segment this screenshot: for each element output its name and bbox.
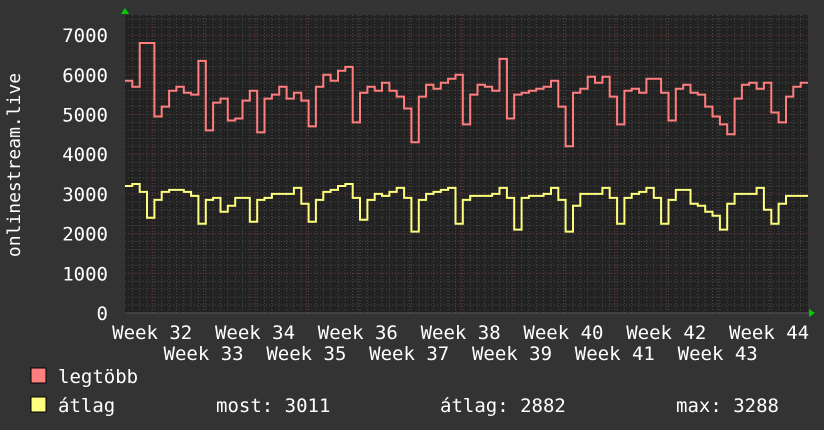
- legend-swatch-avg: [30, 396, 47, 413]
- legend-label-avg: átlag: [58, 395, 115, 417]
- y-tick-label: 6000: [62, 65, 108, 87]
- x-tick-label: Week 35: [266, 343, 346, 365]
- x-tick-label: Week 39: [472, 343, 552, 365]
- y-tick-label: 7000: [62, 25, 108, 47]
- x-tick-label: Week 42: [626, 322, 706, 344]
- stat-now: most: 3011: [216, 395, 330, 417]
- plot-area: [125, 15, 808, 313]
- x-tick-label: Week 37: [369, 343, 449, 365]
- stat-max: max: 3288: [676, 395, 779, 417]
- y-tick-label: 5000: [62, 105, 108, 127]
- y-axis: 0 1000 2000 3000 4000 5000 6000 7000: [62, 25, 810, 325]
- x-tick-label: Week 38: [421, 322, 501, 344]
- y-axis-label: onlinestream.live: [4, 73, 25, 257]
- series-lines: [125, 42, 808, 233]
- x-axis-arrow: [809, 309, 815, 317]
- x-tick-label: Week 34: [215, 322, 295, 344]
- x-tick-label: Week 41: [575, 343, 655, 365]
- x-tick-label: Week 36: [318, 322, 398, 344]
- legend-swatch-max: [30, 367, 47, 384]
- x-tick-label: Week 40: [523, 322, 603, 344]
- y-tick-label: 1000: [62, 263, 108, 285]
- legend: legtöbb átlag most: 3011 átlag: 2882 max…: [30, 366, 779, 417]
- y-tick-label: 0: [97, 303, 108, 325]
- y-tick-label: 3000: [62, 184, 108, 206]
- y-tick-label: 2000: [62, 224, 108, 246]
- series-line-max: [125, 42, 808, 148]
- y-axis-arrow: [121, 8, 129, 14]
- x-tick-label: Week 32: [112, 322, 192, 344]
- x-tick-label: Week 44: [729, 322, 809, 344]
- legend-label-max: legtöbb: [58, 366, 138, 388]
- series-line-avg: [125, 183, 808, 233]
- stat-average: átlag: 2882: [440, 395, 566, 417]
- x-tick-label: Week 33: [164, 343, 244, 365]
- x-tick-label: Week 43: [678, 343, 758, 365]
- y-tick-label: 4000: [62, 144, 108, 166]
